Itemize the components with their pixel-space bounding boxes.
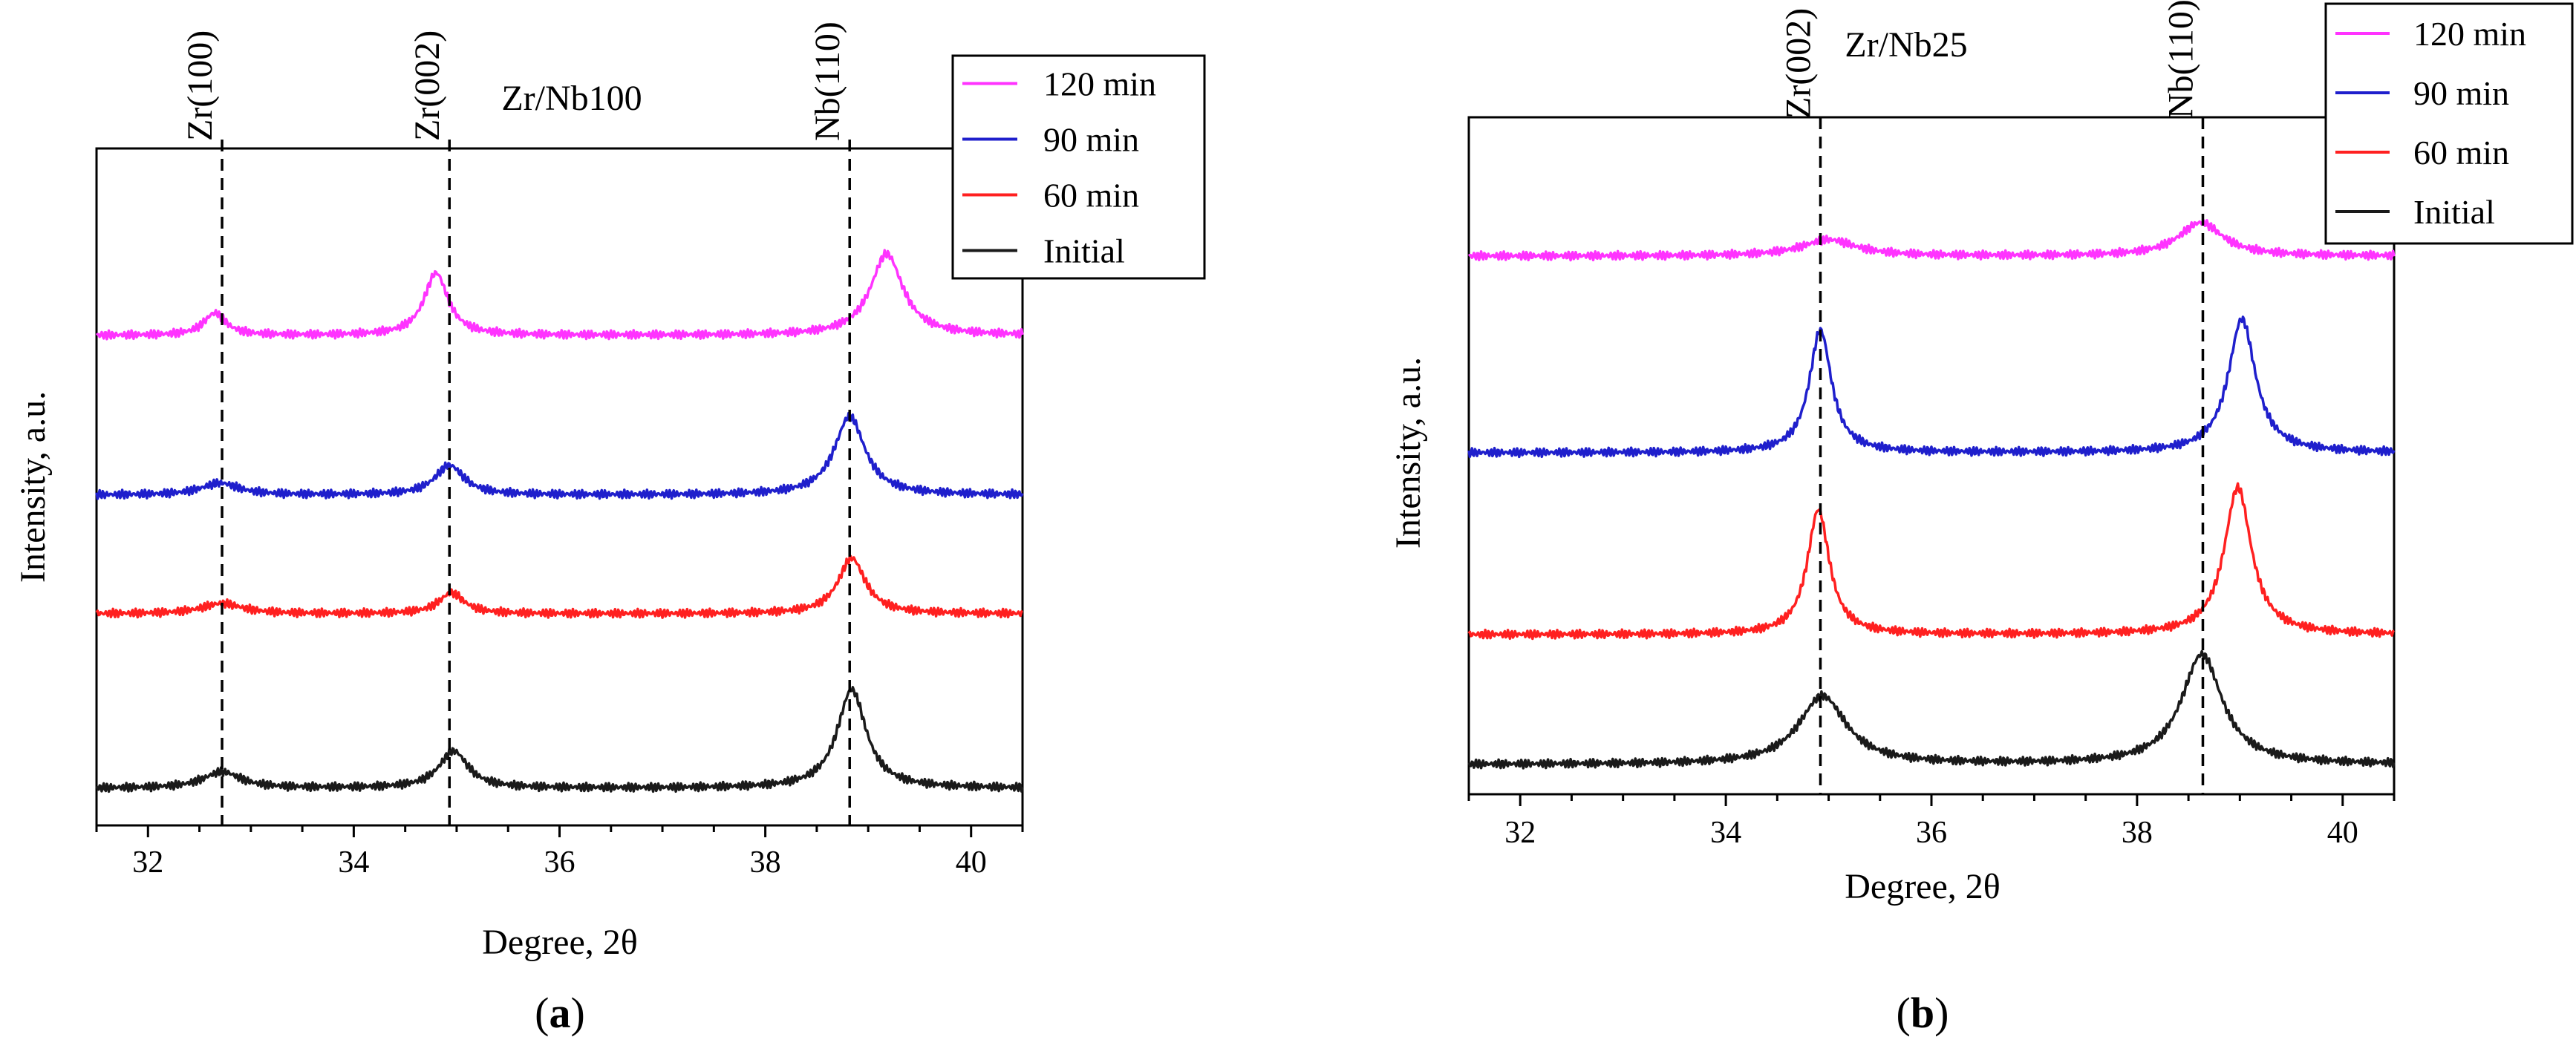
series-line-120-min	[1467, 219, 2396, 262]
panel-b-y-axis-label: Intensity, a.u.	[1389, 357, 1428, 549]
panel-a-reference-labels: Zr(100) Zr(002) Nb(110)	[180, 22, 847, 141]
x-tick-label: 38	[2122, 816, 2153, 850]
x-tick-label: 38	[750, 845, 781, 880]
panel-a-reference-lines	[221, 140, 851, 825]
panel-a-title: Zr/Nb100	[501, 79, 642, 118]
panel-a-series	[95, 249, 1024, 793]
x-tick-label: 34	[338, 845, 369, 880]
panel-b-legend: 120 min 90 min 60 min Initial	[2324, 2, 2574, 245]
series-line-120-min	[95, 249, 1024, 341]
reference-label: Nb(110)	[808, 22, 847, 141]
legend-label: 90 min	[1043, 121, 1139, 159]
series-line-90-min	[1467, 315, 2396, 459]
legend-label: 120 min	[2413, 15, 2526, 53]
panel-a-x-tick-labels: 32 34 36 38 40	[132, 845, 986, 880]
panel-a-x-ticks	[95, 825, 1024, 837]
panel-a-x-axis-label: Degree, 2θ	[482, 923, 638, 962]
panel-a-legend: 120 min 90 min 60 min Initial	[951, 54, 1206, 280]
x-tick-label: 40	[2327, 816, 2358, 850]
panel-b-x-ticks	[1467, 794, 2396, 806]
series-line-initial	[1467, 649, 2396, 770]
reference-label: Zr(002)	[1778, 8, 1818, 119]
panel-b-title: Zr/Nb25	[1845, 25, 1967, 65]
panel-b-x-tick-labels: 32 34 36 38 40	[1504, 816, 2358, 850]
x-tick-label: 36	[1916, 816, 1947, 850]
panel-b-legend-items: 120 min 90 min 60 min Initial	[2335, 15, 2526, 231]
panel-a-legend-box	[951, 54, 1206, 280]
panel-b-legend-box	[2324, 2, 2574, 245]
series-line-60-min	[1467, 482, 2396, 641]
series-line-initial	[95, 686, 1024, 793]
panel-b: 32 34 36 38 40 Zr(002) Nb(110) Zr/Nb25 Degree…	[1389, 0, 2574, 1037]
series-line-60-min	[95, 554, 1024, 619]
panel-b-x-axis: 32 34 36 38 40	[1467, 794, 2396, 850]
panel-b-reference-lines	[1819, 117, 2205, 794]
legend-label: 120 min	[1043, 65, 1156, 103]
x-tick-label: 34	[1710, 816, 1741, 850]
legend-label: 60 min	[2413, 134, 2509, 171]
reference-label: Zr(002)	[408, 30, 447, 141]
x-tick-label: 32	[1504, 816, 1536, 850]
panel-b-reference-labels: Zr(002) Nb(110)	[1778, 0, 2200, 119]
panel-a-y-axis-label: Intensity, a.u.	[13, 391, 53, 583]
panel-b-caption-letter: b	[1911, 989, 1934, 1037]
panel-a-x-axis: 32 34 36 38 40	[95, 825, 1024, 880]
panel-a: 32 34 36 38 40 Zr(100) Zr(002) Nb(110) Zr/Nb10…	[13, 22, 1206, 1037]
legend-label: 90 min	[2413, 74, 2509, 112]
series-line-90-min	[95, 411, 1024, 500]
reference-label: Nb(110)	[2161, 0, 2200, 119]
panel-b-series	[1467, 219, 2396, 770]
panel-a-legend-items: 120 min 90 min 60 min Initial	[962, 65, 1156, 270]
legend-label: 60 min	[1043, 177, 1139, 215]
x-tick-label: 36	[544, 845, 575, 880]
x-tick-label: 40	[956, 845, 987, 880]
reference-label: Zr(100)	[180, 30, 220, 141]
x-tick-label: 32	[132, 845, 163, 880]
panel-b-x-axis-label: Degree, 2θ	[1845, 867, 2001, 906]
panel-a-caption: (a)	[535, 989, 585, 1037]
panel-a-caption-letter: a	[550, 989, 571, 1037]
panel-b-caption: (b)	[1897, 989, 1949, 1037]
legend-label: Initial	[1043, 232, 1125, 270]
legend-label: Initial	[2413, 193, 2495, 231]
